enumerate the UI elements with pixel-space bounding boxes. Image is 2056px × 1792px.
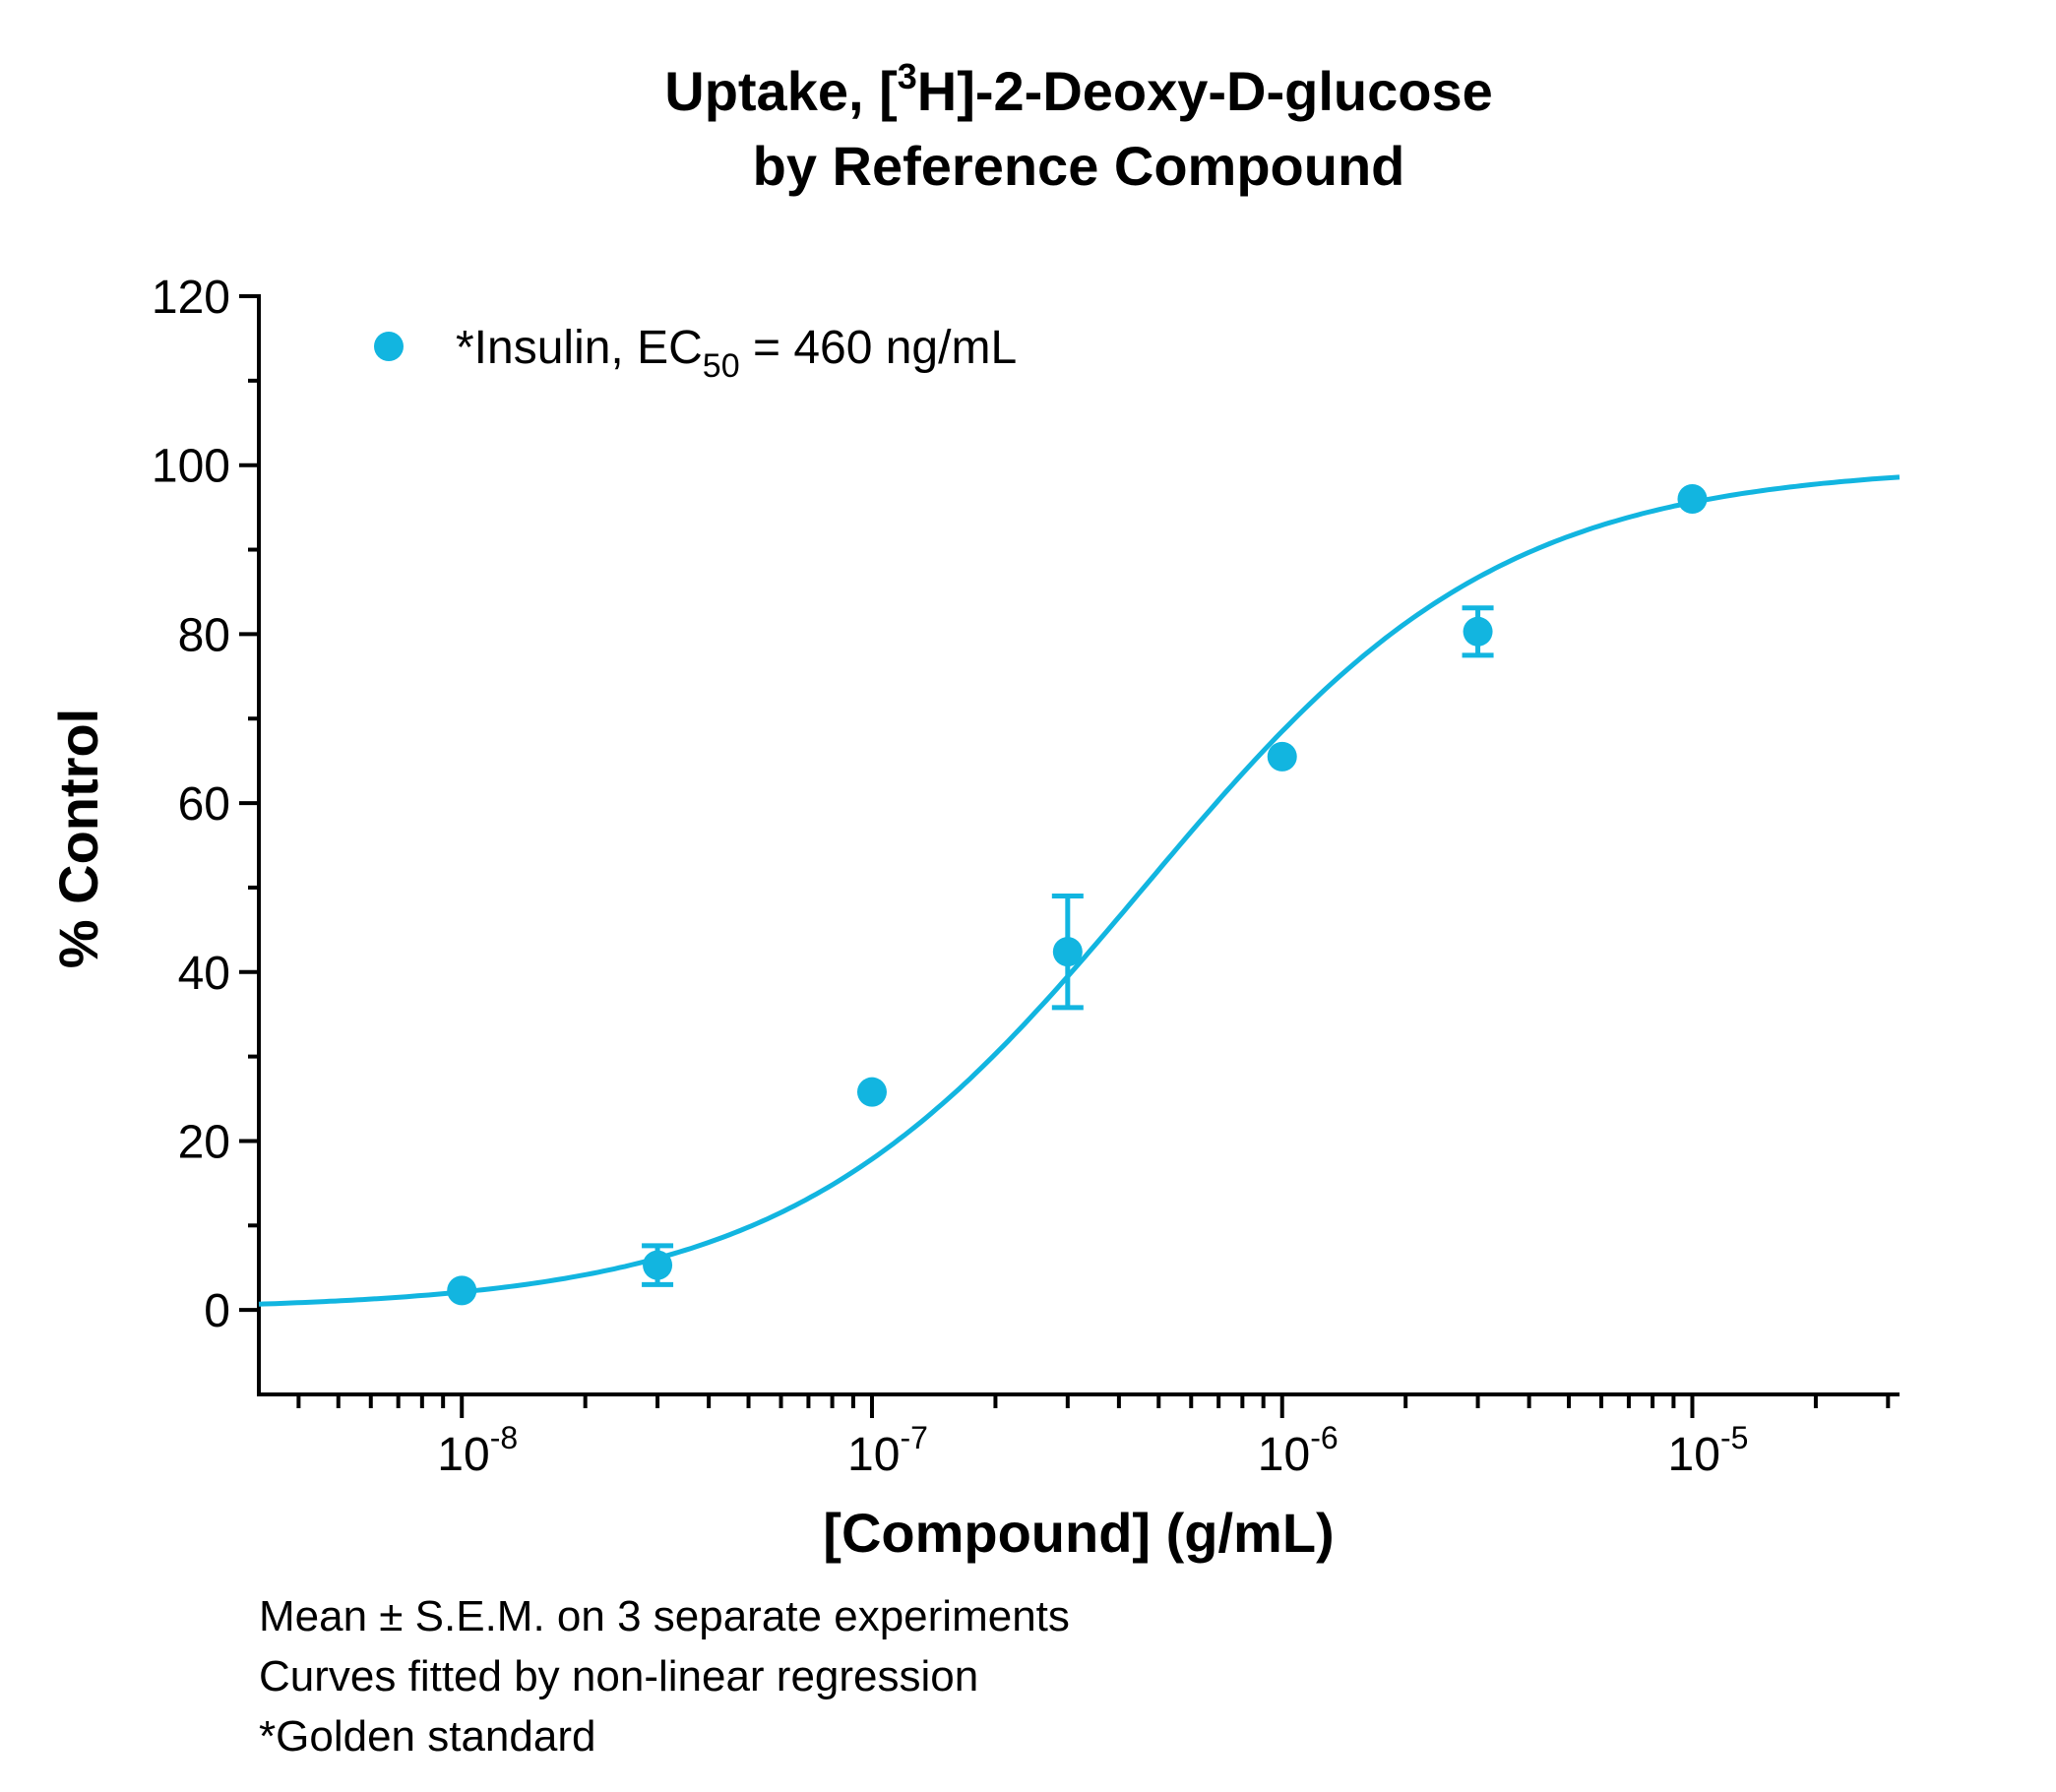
footnotes: Mean ± S.E.M. on 3 separate experiments …	[259, 1586, 1070, 1766]
y-tick-label: 60	[178, 778, 230, 831]
data-point	[447, 1275, 477, 1306]
fit-curve-layer	[258, 474, 1900, 1307]
x-axis-label: [Compound] (g/mL)	[823, 1502, 1334, 1564]
chart-title-part-2: H]-2-Deoxy-D-glucose	[917, 60, 1493, 122]
y-tick-label: 100	[152, 441, 230, 493]
x-tick-label: 10-5	[1668, 1420, 1749, 1481]
legend-marker	[374, 332, 404, 361]
x-tick-label: 10-8	[437, 1420, 518, 1481]
legend-label: *Insulin, EC50 = 460 ng/mL	[456, 322, 1017, 385]
x-tick-label-base: 10	[847, 1429, 900, 1481]
legend-label-prefix: *Insulin, EC	[456, 322, 703, 374]
y-axis-ticks: 120 100 80 60 40 20 0	[152, 272, 259, 1337]
y-tick-label: 40	[178, 948, 230, 1000]
data-point	[856, 1077, 887, 1107]
footnote-fit: Curves fitted by non-linear regression	[259, 1652, 979, 1700]
x-axis-ticks: 10-8 10-7 10-6 10-5	[296, 1394, 1891, 1481]
x-tick-label-exponent: -6	[1310, 1420, 1338, 1455]
y-tick-label: 120	[152, 272, 230, 324]
chart-title-part-1: Uptake, [	[664, 60, 898, 122]
data-point	[1463, 616, 1493, 647]
y-tick-label: 80	[178, 609, 230, 661]
x-tick-label-base: 10	[1668, 1429, 1720, 1481]
data-point	[643, 1250, 673, 1280]
legend-label-subscript: 50	[703, 347, 740, 385]
x-tick-label-exponent: -7	[900, 1420, 927, 1455]
fit-curve	[258, 474, 1900, 1307]
x-tick-label-base: 10	[437, 1429, 489, 1481]
x-tick-label-exponent: -8	[490, 1420, 518, 1455]
data-point	[1267, 741, 1297, 772]
y-tick-label: 0	[204, 1285, 230, 1337]
y-axis-label: % Control	[47, 709, 109, 968]
footnote-golden-standard: *Golden standard	[259, 1712, 596, 1761]
x-tick-label: 10-7	[847, 1420, 928, 1481]
data-point	[1677, 484, 1708, 515]
x-tick-label-base: 10	[1258, 1429, 1310, 1481]
chart-title-line-2: by Reference Compound	[753, 135, 1405, 197]
x-tick-label: 10-6	[1258, 1420, 1339, 1481]
legend-label-suffix: = 460 ng/mL	[740, 322, 1018, 374]
footnote-sem: Mean ± S.E.M. on 3 separate experiments	[259, 1592, 1070, 1640]
y-tick-label: 20	[178, 1116, 230, 1168]
x-tick-label-exponent: -5	[1720, 1420, 1748, 1455]
chart-title: Uptake, [3H]-2-Deoxy-D-glucose	[664, 56, 1493, 122]
axes	[257, 294, 1900, 1396]
chart-title-superscript: 3	[898, 56, 917, 96]
legend: *Insulin, EC50 = 460 ng/mL	[374, 322, 1017, 385]
data-point	[1052, 937, 1083, 967]
data-points-layer	[447, 484, 1708, 1306]
